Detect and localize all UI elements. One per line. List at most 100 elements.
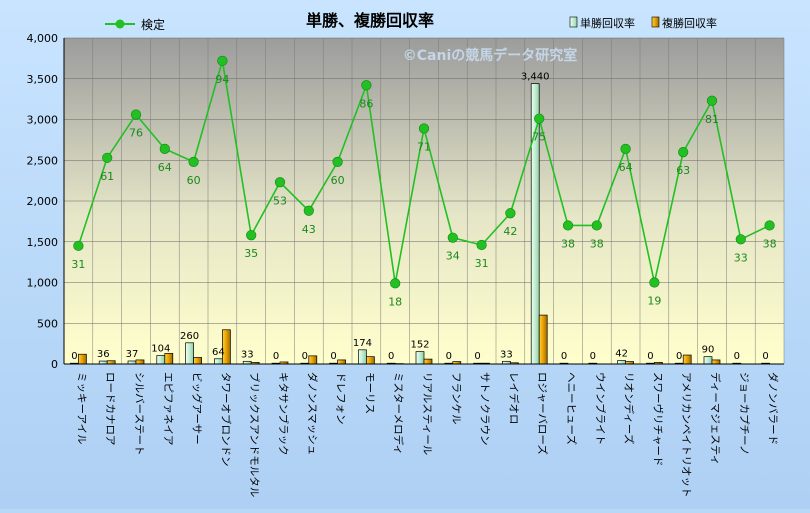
bar-fukusho — [309, 356, 317, 364]
line-data-label: 94 — [215, 73, 229, 86]
line-marker — [419, 124, 429, 134]
legend-label-fuku: 複勝回収率 — [662, 16, 717, 30]
bar-data-label: 90 — [702, 345, 715, 356]
line-data-label: 43 — [302, 223, 316, 236]
line-marker — [736, 235, 746, 245]
bar-tansho — [186, 343, 194, 364]
line-data-label: 31 — [71, 258, 85, 271]
x-category-label: ジョーカプチーノ — [738, 372, 750, 455]
line-marker — [74, 241, 84, 251]
bar-fukusho — [539, 315, 547, 364]
line-marker — [448, 233, 458, 243]
line-marker — [765, 221, 775, 231]
line-marker — [592, 221, 602, 231]
line-marker — [218, 56, 228, 66]
bar-tansho — [157, 356, 165, 364]
x-category-label: ヘニーヒューズ — [565, 372, 578, 445]
line-data-label: 42 — [503, 225, 517, 238]
bar-data-label: 37 — [126, 349, 139, 360]
bar-tansho — [704, 357, 712, 364]
bar-data-label: 42 — [615, 349, 628, 360]
line-data-label: 60 — [187, 174, 201, 187]
line-data-label: 31 — [475, 257, 489, 270]
y-tick-label: 1,500 — [27, 236, 59, 249]
line-marker — [563, 221, 573, 231]
line-data-label: 34 — [446, 250, 460, 263]
bar-data-label: 0 — [302, 351, 308, 362]
bar-fukusho — [683, 355, 691, 364]
line-marker — [102, 153, 112, 163]
bar-data-label: 0 — [388, 351, 394, 362]
bar-data-label: 260 — [180, 331, 199, 342]
bar-fukusho — [338, 360, 346, 364]
line-data-label: 53 — [273, 194, 287, 207]
x-category-label: リアルスティール — [421, 372, 433, 455]
line-data-label: 38 — [763, 237, 777, 250]
x-category-label: アメリカンペイトリオット — [680, 372, 692, 497]
bar-data-label: 0 — [762, 351, 768, 362]
line-data-label: 35 — [244, 247, 258, 260]
bar-data-label: 0 — [647, 351, 653, 362]
line-marker — [189, 157, 199, 167]
bar-data-label: 0 — [734, 351, 740, 362]
bar-data-label: 0 — [330, 351, 336, 362]
bar-data-label: 3,440 — [521, 72, 550, 83]
x-category-label: モーリス — [363, 372, 375, 414]
bar-data-label: 0 — [273, 351, 279, 362]
bar-data-label: 152 — [410, 340, 429, 351]
legend-label-tan: 単勝回収率 — [580, 16, 635, 30]
bar-data-label: 0 — [590, 351, 596, 362]
bar-data-label: 64 — [212, 347, 225, 358]
line-marker — [131, 110, 141, 120]
bar-tansho — [531, 84, 539, 364]
line-marker — [621, 144, 631, 154]
line-data-label: 64 — [158, 161, 172, 174]
line-data-label: 19 — [647, 295, 661, 308]
y-tick-label: 2,500 — [27, 154, 59, 167]
line-data-label: 76 — [129, 127, 143, 140]
legend-line-marker — [116, 20, 125, 29]
watermark-text: ©Caniの競馬データ研究室 — [403, 47, 578, 64]
x-category-label: ビッグアーサー — [191, 372, 204, 445]
chart-title: 単勝、複勝回収率 — [306, 11, 434, 30]
y-tick-label: 3,000 — [27, 114, 59, 127]
x-category-label: ブリックスアンドモルタル — [248, 372, 261, 497]
line-marker — [275, 177, 285, 187]
legend-swatch-fuku — [652, 17, 659, 27]
line-marker — [707, 96, 717, 106]
x-category-label: レイデオロ — [507, 372, 520, 425]
line-marker — [246, 230, 256, 240]
bar-tansho — [416, 352, 424, 364]
x-category-label: ディーマジェスティ — [709, 372, 722, 465]
bar-fukusho — [78, 354, 86, 364]
x-category-label: ロードカナロア — [104, 372, 116, 446]
x-category-label: ダノンスマッシュ — [306, 372, 319, 455]
x-category-label: スワーヴリチャード — [651, 372, 664, 466]
line-marker — [506, 208, 516, 218]
line-marker — [390, 279, 400, 289]
bar-data-label: 0 — [446, 351, 452, 362]
line-data-label: 64 — [619, 161, 633, 174]
bar-data-label: 174 — [353, 338, 372, 349]
y-tick-label: 2,000 — [27, 195, 59, 208]
bar-data-label: 33 — [241, 349, 254, 360]
x-category-label: リオンディーズ — [623, 372, 636, 444]
line-data-label: 61 — [100, 170, 114, 183]
bar-data-label: 33 — [500, 349, 513, 360]
bar-fukusho — [424, 359, 432, 364]
bar-fukusho — [366, 357, 374, 364]
line-data-label: 18 — [388, 295, 402, 308]
x-category-label: サトノクラウン — [479, 372, 491, 446]
bar-data-label: 104 — [151, 344, 170, 355]
bar-data-label: 0 — [676, 351, 682, 362]
x-category-label: シルバーステート — [133, 372, 145, 455]
bar-fukusho — [712, 360, 720, 364]
line-data-label: 81 — [705, 113, 719, 126]
legend-swatch-tan — [570, 17, 577, 27]
bar-data-label: 0 — [71, 351, 77, 362]
line-marker — [333, 157, 343, 167]
x-category-label: タワーオブロンドン — [219, 372, 232, 467]
line-data-label: 75 — [532, 131, 546, 144]
